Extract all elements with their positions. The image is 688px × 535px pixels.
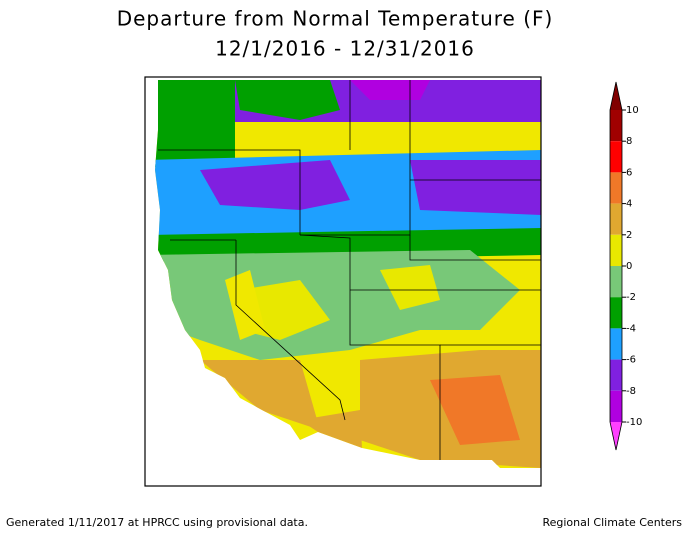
colorbar-label: -6 — [626, 355, 636, 366]
colorbar-label: -8 — [626, 386, 636, 397]
colorbar-label: 6 — [626, 167, 632, 178]
footer-right: Regional Climate Centers — [542, 516, 682, 529]
colorbar-label: -2 — [626, 292, 636, 303]
colorbar-label: 2 — [626, 230, 632, 241]
colorbar-label: 4 — [626, 199, 632, 210]
colorbar-label: 10 — [626, 105, 639, 116]
map-frame — [144, 76, 542, 487]
colorbar-segment — [610, 328, 622, 360]
temperature-field — [155, 80, 541, 468]
colorbar-label: -4 — [626, 323, 636, 334]
colorbar-segment — [610, 266, 622, 298]
colorbar-bottom — [610, 422, 622, 450]
map-title: Departure from Normal Temperature (F) — [117, 7, 554, 31]
colorbar-segment — [610, 110, 622, 142]
colorbar-top — [610, 82, 622, 110]
colorbar-segment — [610, 203, 622, 235]
colorbar-segment — [610, 172, 622, 204]
colorbar-segment — [610, 234, 622, 266]
colorbar-outline — [609, 81, 623, 451]
colorbar-label: -10 — [626, 417, 642, 428]
map-subtitle: 12/1/2016 - 12/31/2016 — [215, 37, 475, 61]
colorbar-segment — [610, 390, 622, 422]
colorbar-segment — [610, 141, 622, 173]
colorbar-label: 8 — [626, 136, 632, 147]
footer-left: Generated 1/11/2017 at HPRCC using provi… — [6, 516, 308, 529]
state-borders — [158, 80, 541, 460]
colorbar-segment — [610, 297, 622, 329]
colorbar-label: 0 — [626, 261, 632, 272]
colorbar-segment — [610, 359, 622, 391]
colorbar: 10 8 6 4 2 0 -2 -4 -6 -8 -10 — [609, 81, 642, 451]
